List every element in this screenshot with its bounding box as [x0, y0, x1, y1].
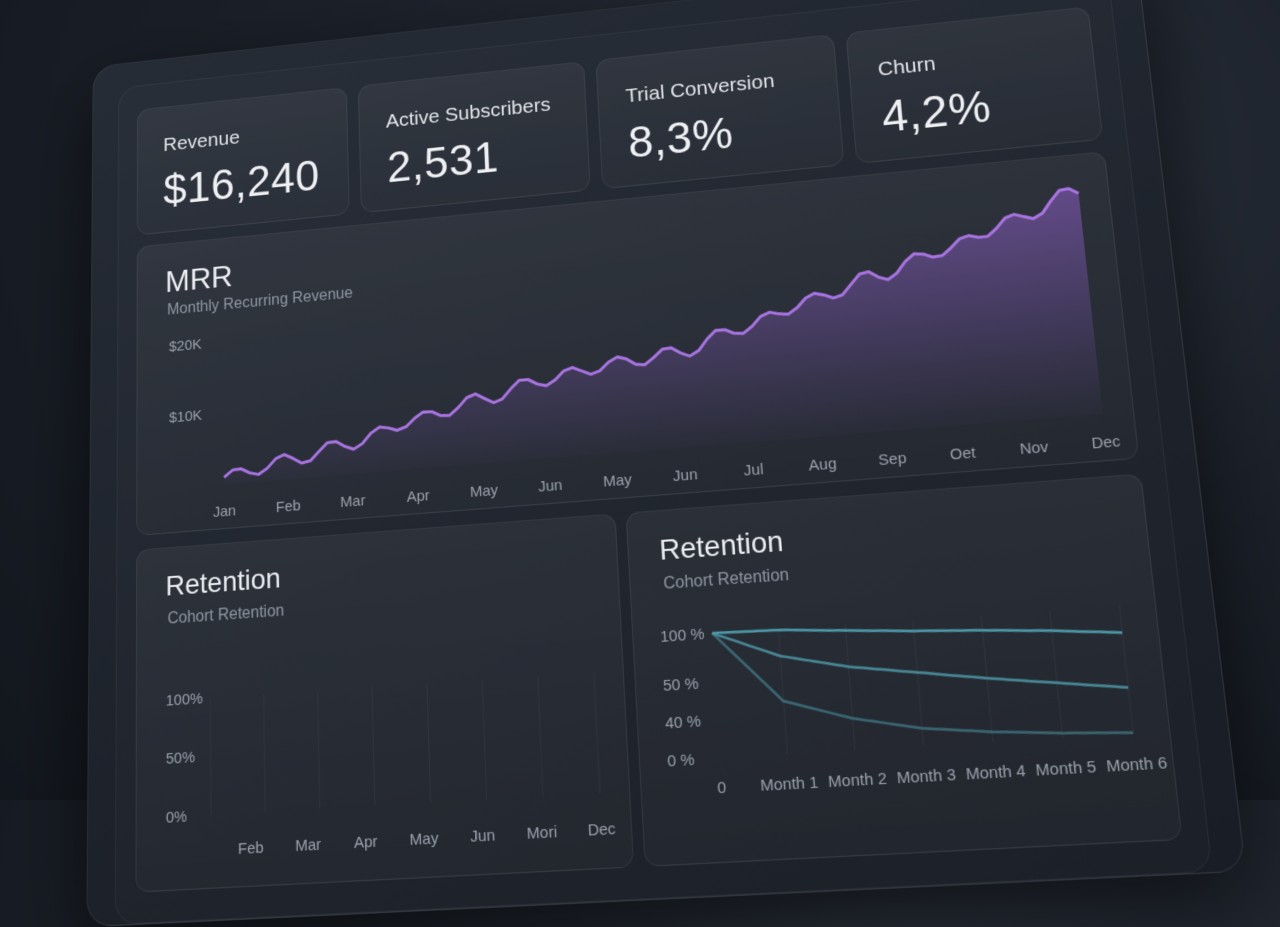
retention-right-chart: 100 % 50 % 40 % 0 % 0 Month 1 Month 2 Month 3 Mo… [627, 475, 1182, 866]
mrr-x-tick-label: Aug [808, 455, 837, 475]
mrr-area-fill [222, 188, 1102, 485]
mrr-x-tick-label: Jun [672, 466, 698, 485]
retention-right-x-tick-label: Month 2 [828, 770, 888, 792]
kpi-value: $16,240 [163, 150, 320, 216]
kpi-card-revenue[interactable]: Revenue $16,240 [137, 87, 350, 235]
retention-left-y-tick-label: 100% [166, 690, 204, 710]
retention-left-gridline [427, 684, 431, 803]
retention-right-x-tick-label: Month 3 [896, 766, 957, 788]
retention-left-gridline [482, 680, 486, 799]
kpi-card-active-subscribers[interactable]: Active Subscribers 2,531 [358, 61, 591, 213]
retention-left-chart: 100% 50% 0% Feb Mar Apr May Jun Mori Dec [136, 514, 633, 891]
mrr-x-tick-label: Jul [743, 461, 764, 480]
retention-left-gridline [372, 687, 375, 806]
mrr-y-tick-label: $20K [169, 337, 202, 356]
retention-right-y-tick-label: 40 % [665, 713, 702, 733]
mrr-x-tick-label: May [603, 471, 634, 491]
retention-right-y-tick-label: 100 % [660, 625, 706, 646]
dashboard-inner: Revenue $16,240 Active Subscribers 2,531… [115, 0, 1213, 925]
retention-right-x-tick-label: Month 4 [965, 762, 1027, 784]
retention-left-x-tick-label: Mori [526, 823, 557, 843]
retention-left-x-tick-label: Apr [354, 833, 378, 853]
retention-right-x-tick-label: 0 [717, 779, 727, 798]
kpi-card-trial-conversion[interactable]: Trial Conversion 8,3% [595, 34, 844, 189]
retention-right-gridline [845, 624, 855, 750]
mrr-x-tick-label: Nov [1019, 439, 1050, 459]
retention-right-gridline [778, 629, 787, 754]
retention-series-line [712, 606, 1122, 659]
mrr-x-tick-label: Jun [538, 477, 563, 496]
mrr-x-tick-label: Sep [878, 450, 908, 470]
retention-left-gridline [594, 673, 600, 793]
retention-left-y-tick-label: 0% [166, 808, 188, 827]
retention-right-y-tick-label: 50 % [663, 675, 700, 695]
retention-right-x-tick-label: Month 1 [760, 774, 819, 796]
retention-series-line [712, 606, 1128, 713]
kpi-value: 2,531 [386, 131, 499, 193]
mrr-y-tick-label: $10K [169, 407, 202, 426]
retention-right-x-tick-label: Month 5 [1035, 758, 1097, 780]
retention-left-x-tick-label: May [409, 830, 439, 850]
kpi-value: 8,3% [627, 107, 735, 169]
mrr-x-tick-label: May [470, 482, 500, 501]
kpi-card-churn[interactable]: Churn 4,2% [846, 6, 1104, 164]
dashboard-panel: Revenue $16,240 Active Subscribers 2,531… [86, 0, 1246, 927]
retention-right-y-tick-label: 0 % [667, 751, 696, 771]
retention-left-x-tick-label: Mar [295, 836, 321, 856]
mrr-x-tick-label: Oet [949, 444, 976, 464]
retention-left-y-tick-label: 50% [166, 749, 196, 769]
retention-card-left: Retention Cohort Retention 100% 50% 0% Feb M… [135, 513, 634, 892]
retention-left-x-tick-label: Dec [587, 820, 616, 840]
mrr-x-tick-label: Apr [406, 487, 430, 506]
retention-left-gridline [538, 677, 543, 797]
retention-left-x-tick-label: Jun [470, 827, 496, 847]
mrr-x-tick-label: Feb [276, 497, 301, 516]
retention-left-gridline [264, 694, 265, 812]
retention-left-gridline [210, 698, 211, 815]
retention-right-x-tick-label: Month 6 [1105, 754, 1168, 777]
kpi-label: Trial Conversion [625, 70, 775, 108]
retention-card-right: Retention Cohort Retention 100 % 50 % 40 %… [626, 473, 1183, 866]
kpi-value: 4,2% [880, 80, 994, 143]
mrr-x-tick-label: Mar [340, 492, 366, 511]
retention-left-gridline [318, 691, 320, 809]
retention-left-x-tick-label: Feb [238, 839, 264, 859]
mrr-x-tick-label: Jan [213, 503, 236, 522]
kpi-label: Revenue [163, 127, 240, 157]
kpi-label: Active Subscribers [386, 94, 551, 134]
mrr-x-tick-label: Dec [1091, 433, 1122, 453]
retention-right-gridline [1119, 606, 1133, 734]
kpi-label: Churn [877, 53, 937, 82]
